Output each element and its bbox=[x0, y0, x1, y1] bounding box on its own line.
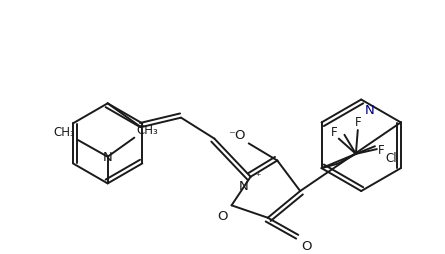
Text: ⁺: ⁺ bbox=[255, 171, 261, 181]
Text: N: N bbox=[239, 179, 249, 192]
Text: ⁻O: ⁻O bbox=[228, 128, 246, 141]
Text: O: O bbox=[217, 209, 228, 222]
Text: CH₃: CH₃ bbox=[53, 125, 75, 138]
Text: CH₃: CH₃ bbox=[136, 123, 158, 136]
Text: N: N bbox=[365, 104, 375, 117]
Text: N: N bbox=[103, 151, 113, 164]
Text: Cl: Cl bbox=[385, 152, 397, 165]
Text: F: F bbox=[331, 125, 338, 138]
Text: F: F bbox=[378, 143, 384, 156]
Text: O: O bbox=[301, 239, 312, 252]
Text: F: F bbox=[355, 116, 361, 129]
